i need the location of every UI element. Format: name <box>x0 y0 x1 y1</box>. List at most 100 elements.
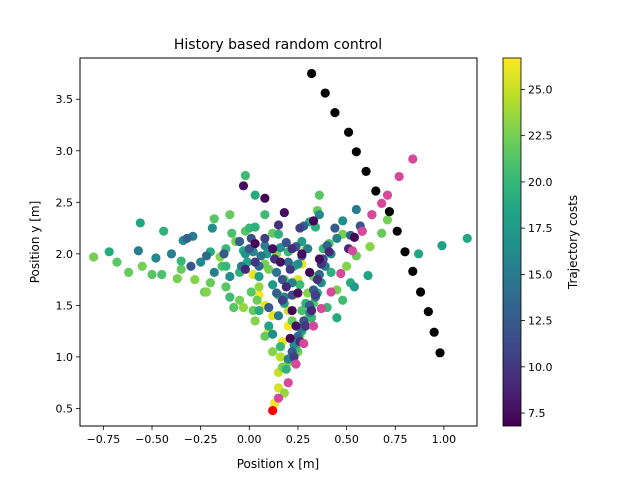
sample-point <box>281 282 291 292</box>
sample-point <box>342 261 352 271</box>
sample-point <box>157 269 167 280</box>
highlight-trajectory-point <box>326 287 336 297</box>
colorbar-tick-label: 15.0 <box>528 268 553 281</box>
x-tick-label: 0.50 <box>334 433 359 446</box>
colorbar-tick-label: 25.0 <box>528 83 553 96</box>
sample-point <box>330 223 340 233</box>
colorbar-axis: 7.5 10.0 12.5 15.0 17.5 20.0 22.5 25.0 <box>521 83 553 420</box>
sample-point <box>250 316 260 326</box>
sample-point <box>137 261 147 271</box>
start-point-point <box>268 405 278 416</box>
y-tick-label: 1.5 <box>56 299 74 312</box>
highlight-trajectory-point <box>336 268 346 279</box>
sample-point <box>295 223 305 233</box>
sample-point <box>324 247 334 257</box>
sample-point <box>190 275 200 285</box>
x-tick-label: −0.25 <box>184 433 218 446</box>
sample-point <box>314 210 324 220</box>
sample-point <box>186 261 196 271</box>
colorbar-label: Trajectory costs <box>566 195 580 290</box>
x-tick-label: 0.75 <box>383 433 408 446</box>
colorbar <box>502 57 522 427</box>
sample-point <box>260 193 270 203</box>
sample-point <box>414 249 424 259</box>
reference-path-point <box>320 88 330 98</box>
highlight-trajectory-point <box>316 303 326 314</box>
sample-point <box>332 313 342 323</box>
sample-point <box>462 233 472 243</box>
sample-point <box>133 246 143 256</box>
sample-point <box>112 257 122 267</box>
y-tick-label: 2.5 <box>56 196 74 209</box>
sample-point <box>349 282 359 292</box>
sample-point <box>268 329 278 339</box>
sample-point <box>377 228 387 238</box>
y-tick-label: 2.0 <box>56 248 74 261</box>
x-tick-label: −0.50 <box>135 433 169 446</box>
colorbar-tick-label: 20.0 <box>528 176 553 189</box>
highlight-trajectory-point <box>283 378 293 388</box>
y-axis: 0.5 1.0 1.5 2.0 2.5 3.0 3.5 <box>56 93 80 415</box>
data-points <box>89 68 472 416</box>
sample-point <box>246 287 256 297</box>
y-tick-label: 3.0 <box>56 145 74 158</box>
highlight-trajectory-point <box>382 190 393 200</box>
sample-point <box>268 244 278 254</box>
reference-path-point <box>415 287 426 297</box>
sample-point <box>225 292 235 302</box>
sample-point <box>275 352 286 362</box>
sample-point <box>293 259 303 269</box>
sample-point <box>229 302 239 313</box>
sample-point <box>289 352 299 362</box>
sample-point <box>271 267 282 278</box>
sample-point <box>159 226 169 236</box>
sample-point <box>176 256 186 266</box>
y-tick-label: 0.5 <box>56 402 74 415</box>
sample-point <box>264 302 274 313</box>
sample-point <box>291 321 301 331</box>
sample-point <box>166 249 177 259</box>
x-tick-label: 1.00 <box>432 433 457 446</box>
reference-path-point <box>435 348 445 358</box>
sample-point <box>250 238 260 249</box>
sample-point <box>305 267 315 278</box>
x-tick-label: 0.00 <box>237 433 262 446</box>
plot-frame <box>79 57 478 427</box>
reference-path-point <box>408 266 418 276</box>
sample-point <box>273 311 284 321</box>
reference-path-point <box>384 206 395 217</box>
sample-point <box>260 331 270 341</box>
reference-path-point <box>343 127 354 137</box>
sample-point <box>89 252 99 262</box>
sample-point <box>382 215 393 225</box>
sample-point <box>287 244 297 254</box>
sample-point <box>314 190 324 200</box>
sample-point <box>225 271 235 282</box>
reference-path-point <box>371 186 381 196</box>
sample-point <box>201 251 212 261</box>
colorbar-tick-label: 22.5 <box>528 130 553 143</box>
sample-point <box>273 229 284 239</box>
sample-point <box>252 295 262 305</box>
highlight-trajectory-point <box>367 210 377 220</box>
sample-point <box>124 267 134 278</box>
sample-point <box>250 257 260 267</box>
sample-point <box>176 264 186 274</box>
sample-point <box>201 287 212 297</box>
reference-path-point <box>400 247 410 257</box>
sample-point <box>260 210 270 220</box>
sample-point <box>365 242 375 252</box>
colorbar-tick-label: 12.5 <box>528 315 553 328</box>
sample-point <box>349 232 359 242</box>
sample-point <box>135 218 145 228</box>
highlight-trajectory-point <box>394 171 404 182</box>
sample-point <box>207 223 217 233</box>
sample-point <box>182 233 192 243</box>
sample-point <box>250 190 260 200</box>
sample-point <box>297 249 307 259</box>
sample-point <box>287 305 297 316</box>
x-tick-label: −0.75 <box>86 433 120 446</box>
reference-path-point <box>429 327 439 337</box>
